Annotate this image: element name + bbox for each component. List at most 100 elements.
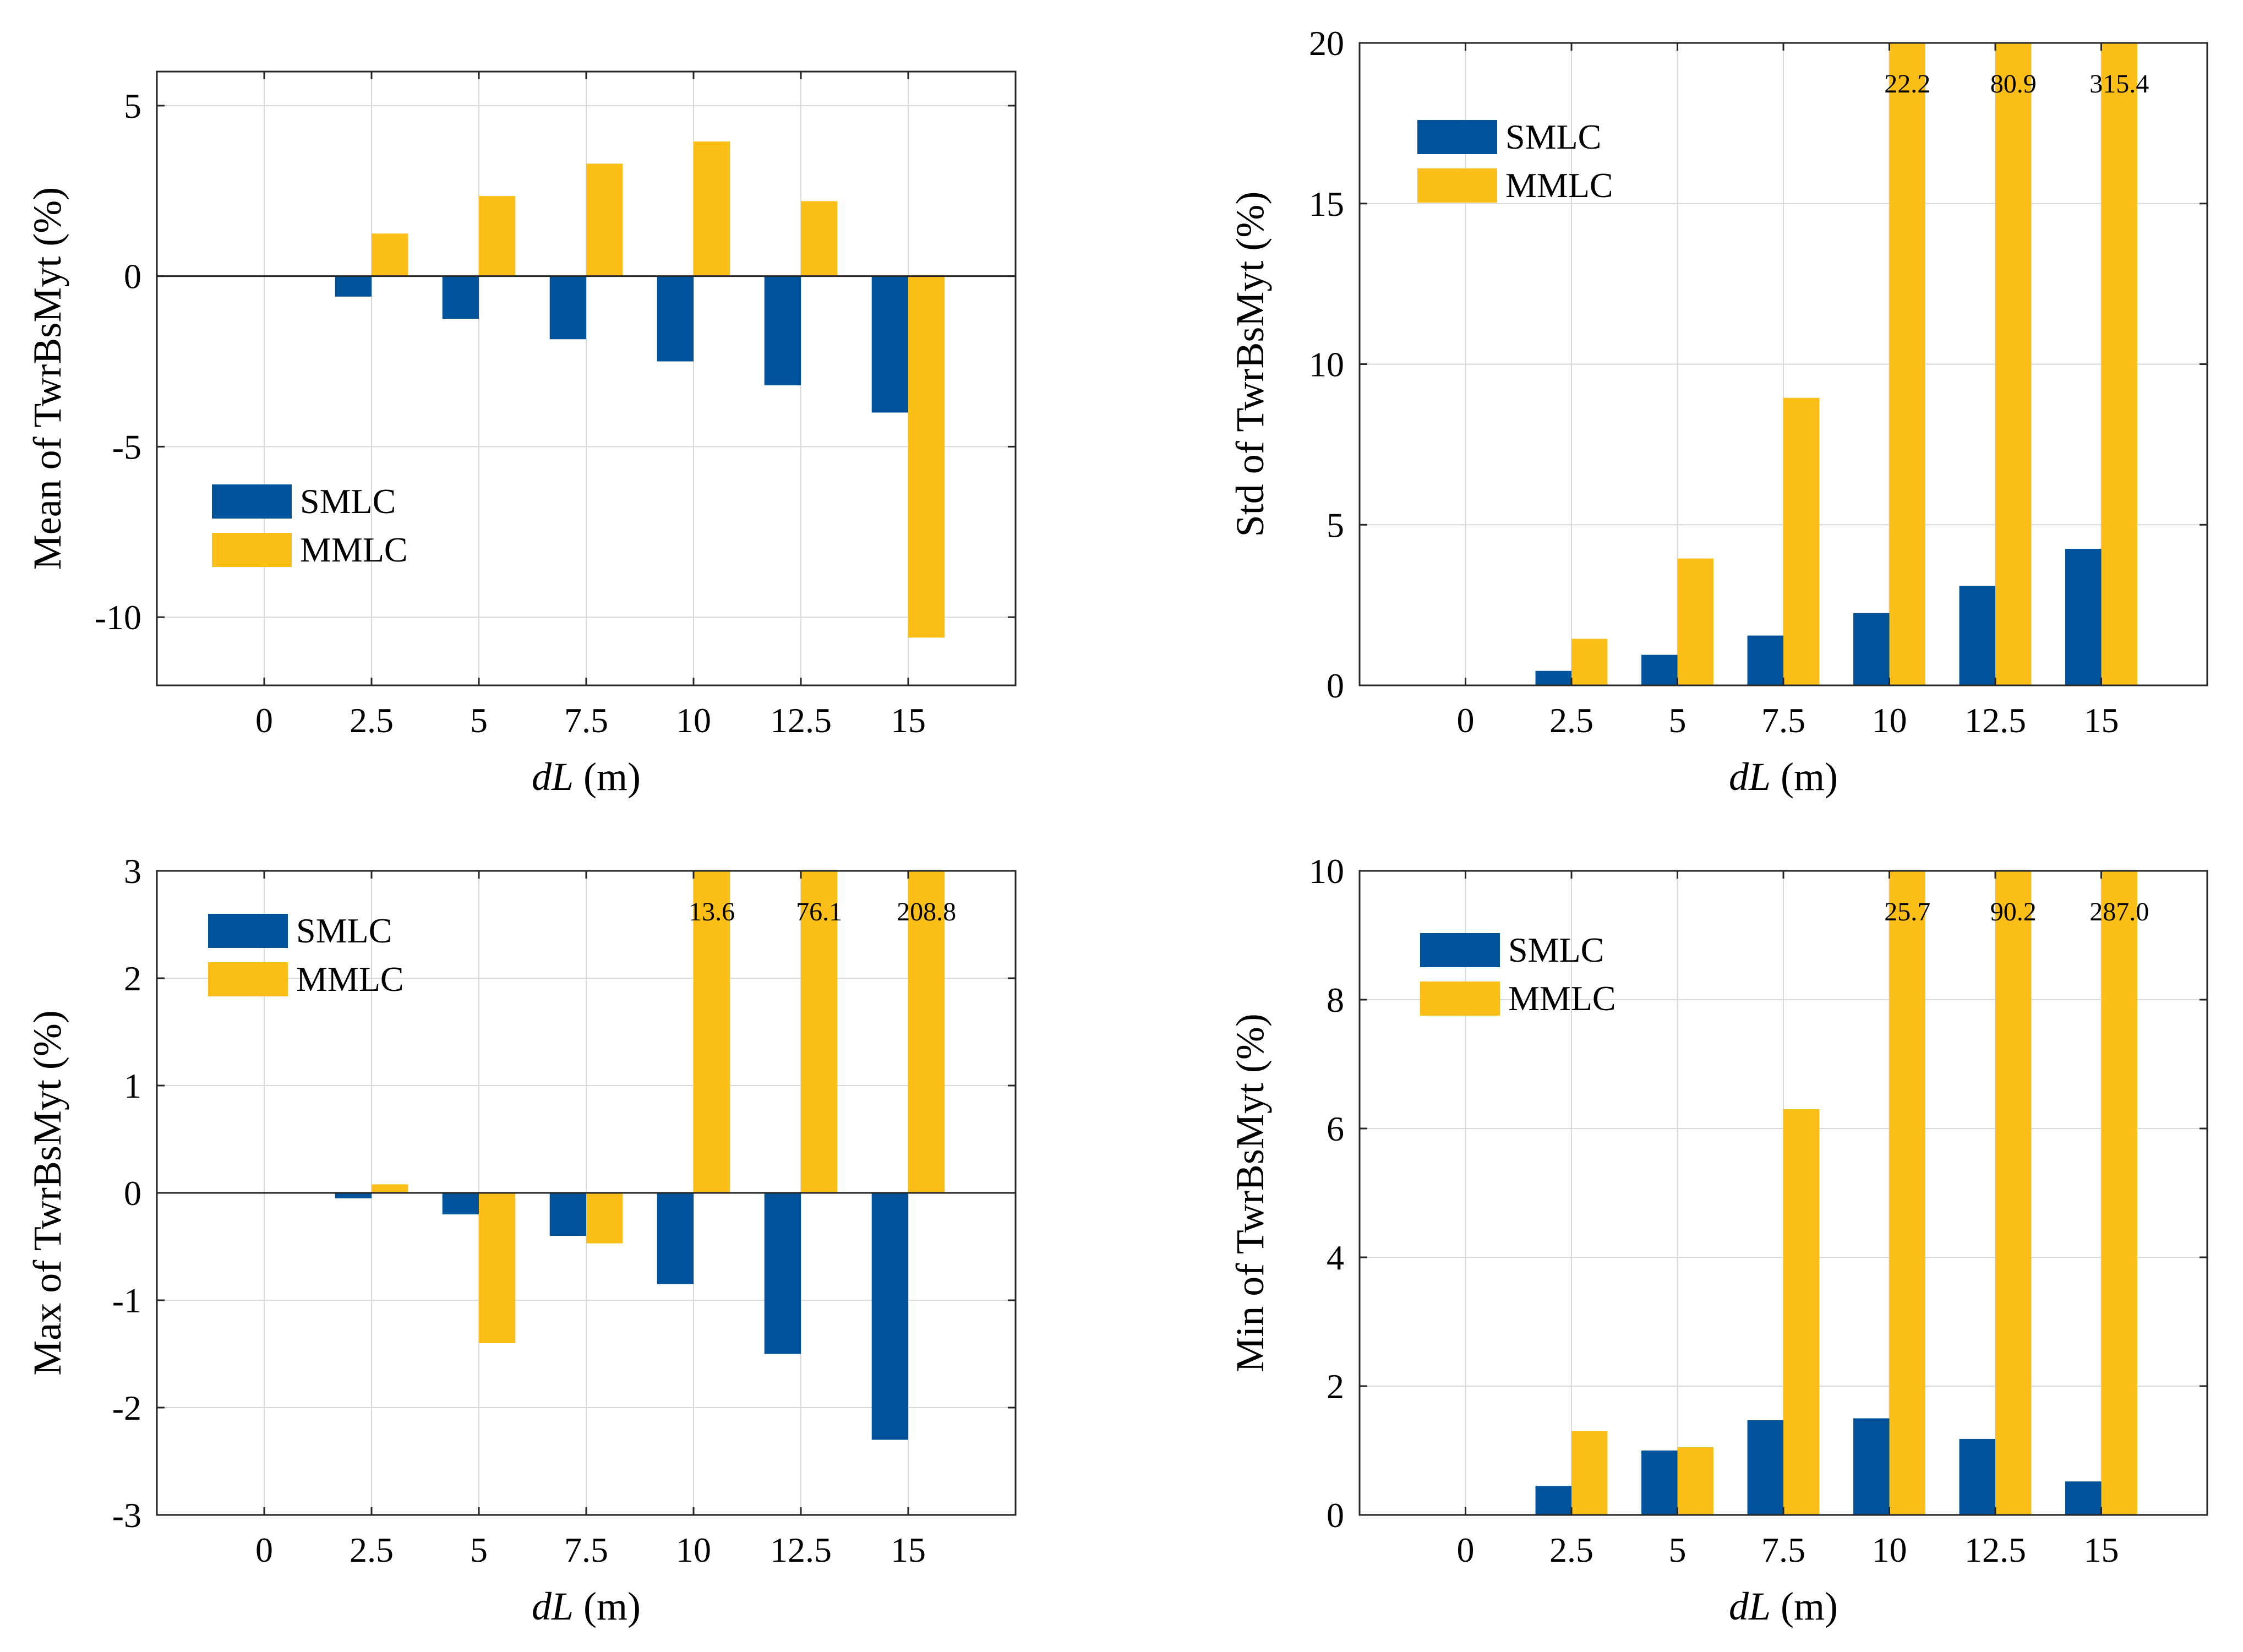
legend-swatch-mmlc xyxy=(1420,982,1500,1016)
y-tick-label: 6 xyxy=(1327,1109,1344,1148)
y-axis-label: Min of TwrBsMyt (%) xyxy=(1228,1013,1272,1372)
y-axis-label: Max of TwrBsMyt (%) xyxy=(25,1010,69,1376)
bar-mmlc-7_5 xyxy=(1783,1109,1820,1515)
x-tick-label: 2.5 xyxy=(350,701,394,740)
bar-smlc-2_5 xyxy=(335,1193,372,1198)
bar-value-label: 25.7 xyxy=(1884,897,1930,926)
x-tick-label: 5 xyxy=(1669,701,1687,740)
y-tick-label: 10 xyxy=(1309,345,1344,384)
bar-smlc-15 xyxy=(871,1193,908,1440)
x-tick-label: 15 xyxy=(891,701,926,740)
y-axis-label: Std of TwrBsMyt (%) xyxy=(1228,192,1272,537)
legend-label-smlc: SMLC xyxy=(296,911,392,950)
bar-mmlc-15 xyxy=(908,276,945,638)
x-axis-label: dL (m) xyxy=(532,755,641,799)
bar-value-label: 287.0 xyxy=(2089,897,2149,926)
y-tick-label: -5 xyxy=(112,427,141,466)
x-tick-label: 10 xyxy=(676,1530,711,1569)
bar-smlc-7_5 xyxy=(549,276,586,340)
bar-smlc-2_5 xyxy=(1535,670,1571,685)
x-tick-label: 0 xyxy=(255,1530,273,1569)
bar-smlc-15 xyxy=(2065,1481,2102,1515)
x-tick-label: 5 xyxy=(470,1530,488,1569)
legend-swatch-smlc xyxy=(1417,120,1497,154)
y-tick-label: -3 xyxy=(112,1496,141,1535)
legend-label-smlc: SMLC xyxy=(1508,930,1604,969)
x-tick-label: 5 xyxy=(1669,1530,1687,1569)
bar-smlc-7_5 xyxy=(549,1193,586,1236)
legend: SMLC MMLC xyxy=(1420,930,1616,1018)
x-tick-label: 7.5 xyxy=(1761,701,1805,740)
bar-smlc-10 xyxy=(1853,613,1890,685)
x-tick-label: 2.5 xyxy=(1549,701,1593,740)
x-tick-label: 12.5 xyxy=(770,1530,832,1569)
y-tick-label: 0 xyxy=(1327,666,1344,705)
bar-smlc-2_5 xyxy=(335,276,372,297)
y-tick-label: 1 xyxy=(124,1066,141,1105)
bar-mmlc-5 xyxy=(479,1193,516,1343)
bar-smlc-12_5 xyxy=(1959,586,1995,685)
y-tick-label: 5 xyxy=(124,86,141,126)
bar-mmlc-15 xyxy=(2101,43,2137,685)
y-tick-label: 8 xyxy=(1327,980,1344,1019)
y-tick-label: 0 xyxy=(124,1174,141,1213)
legend: SMLC MMLC xyxy=(208,911,404,999)
legend-label-mmlc: MMLC xyxy=(1505,166,1613,205)
x-tick-label: 10 xyxy=(1872,1530,1907,1569)
chart-max: 13.6 76.1 208.8 -3 -2 -1 0 1 2 3 0 2.5 5 7.5 10 12.5 15 d… xyxy=(25,852,1017,1628)
bar-smlc-7_5 xyxy=(1747,635,1783,685)
y-tick-label: -10 xyxy=(95,598,141,637)
x-tick-label: 12.5 xyxy=(1964,1530,2026,1569)
bar-value-label: 22.2 xyxy=(1884,69,1930,99)
chart-std: 22.2 80.9 315.4 0 5 10 15 20 0 2.5 5 7.5 10 12.5 15 dL … xyxy=(1228,24,2208,799)
x-tick-label: 12.5 xyxy=(770,701,832,740)
legend-label-mmlc: MMLC xyxy=(300,530,408,569)
legend-swatch-mmlc xyxy=(208,962,288,996)
x-tick-label: 15 xyxy=(2084,701,2119,740)
bar-smlc-12_5 xyxy=(764,1193,801,1354)
bar-mmlc-2_5 xyxy=(1571,639,1608,685)
bar-value-label: 315.4 xyxy=(2089,69,2149,99)
legend-swatch-mmlc xyxy=(212,533,292,567)
bar-smlc-12_5 xyxy=(764,276,801,385)
x-tick-label: 2.5 xyxy=(1549,1530,1593,1569)
x-tick-label: 0 xyxy=(1457,1530,1475,1569)
bar-mmlc-10 xyxy=(1889,43,1925,685)
bar-mmlc-5 xyxy=(1677,1447,1713,1515)
chart-min: 25.7 90.2 287.0 0 2 4 6 8 10 0 2.5 5 7.5 10 12.5 15 dL (… xyxy=(1228,852,2208,1628)
y-tick-label: -1 xyxy=(112,1281,141,1320)
bar-smlc-5 xyxy=(442,1193,479,1214)
bar-smlc-5 xyxy=(1641,655,1678,685)
legend-swatch-smlc xyxy=(1420,933,1500,967)
y-tick-label: 15 xyxy=(1309,184,1344,223)
bar-mmlc-10 xyxy=(694,141,730,276)
y-tick-label: 0 xyxy=(1327,1496,1344,1535)
bar-value-label: 13.6 xyxy=(689,897,735,926)
x-axis-label: dL (m) xyxy=(532,1584,641,1628)
y-tick-label: 2 xyxy=(1327,1367,1344,1406)
bar-smlc-10 xyxy=(657,276,694,362)
bar-smlc-2_5 xyxy=(1535,1486,1571,1515)
bar-mmlc-10 xyxy=(1889,871,1925,1515)
x-axis-label: dL (m) xyxy=(1729,755,1838,799)
legend-label-mmlc: MMLC xyxy=(1508,979,1616,1018)
bar-smlc-10 xyxy=(1853,1418,1890,1515)
y-tick-label: 2 xyxy=(124,959,141,998)
bar-mmlc-2_5 xyxy=(1571,1431,1608,1515)
bar-mmlc-12_5 xyxy=(801,201,838,276)
bar-mmlc-5 xyxy=(1677,558,1713,685)
x-tick-label: 7.5 xyxy=(1761,1530,1805,1569)
bar-mmlc-7_5 xyxy=(586,163,623,276)
legend-label-mmlc: MMLC xyxy=(296,959,404,999)
bar-mmlc-15 xyxy=(908,871,945,1193)
y-tick-label: 3 xyxy=(124,852,141,891)
bar-mmlc-12_5 xyxy=(1995,871,2032,1515)
y-tick-label: 20 xyxy=(1309,24,1344,63)
bar-smlc-15 xyxy=(2065,549,2102,685)
y-tick-label: -2 xyxy=(112,1388,141,1427)
bar-mmlc-7_5 xyxy=(586,1193,623,1244)
y-tick-label: 10 xyxy=(1309,852,1344,891)
bar-mmlc-10 xyxy=(694,871,730,1193)
legend: SMLC MMLC xyxy=(1417,117,1613,205)
